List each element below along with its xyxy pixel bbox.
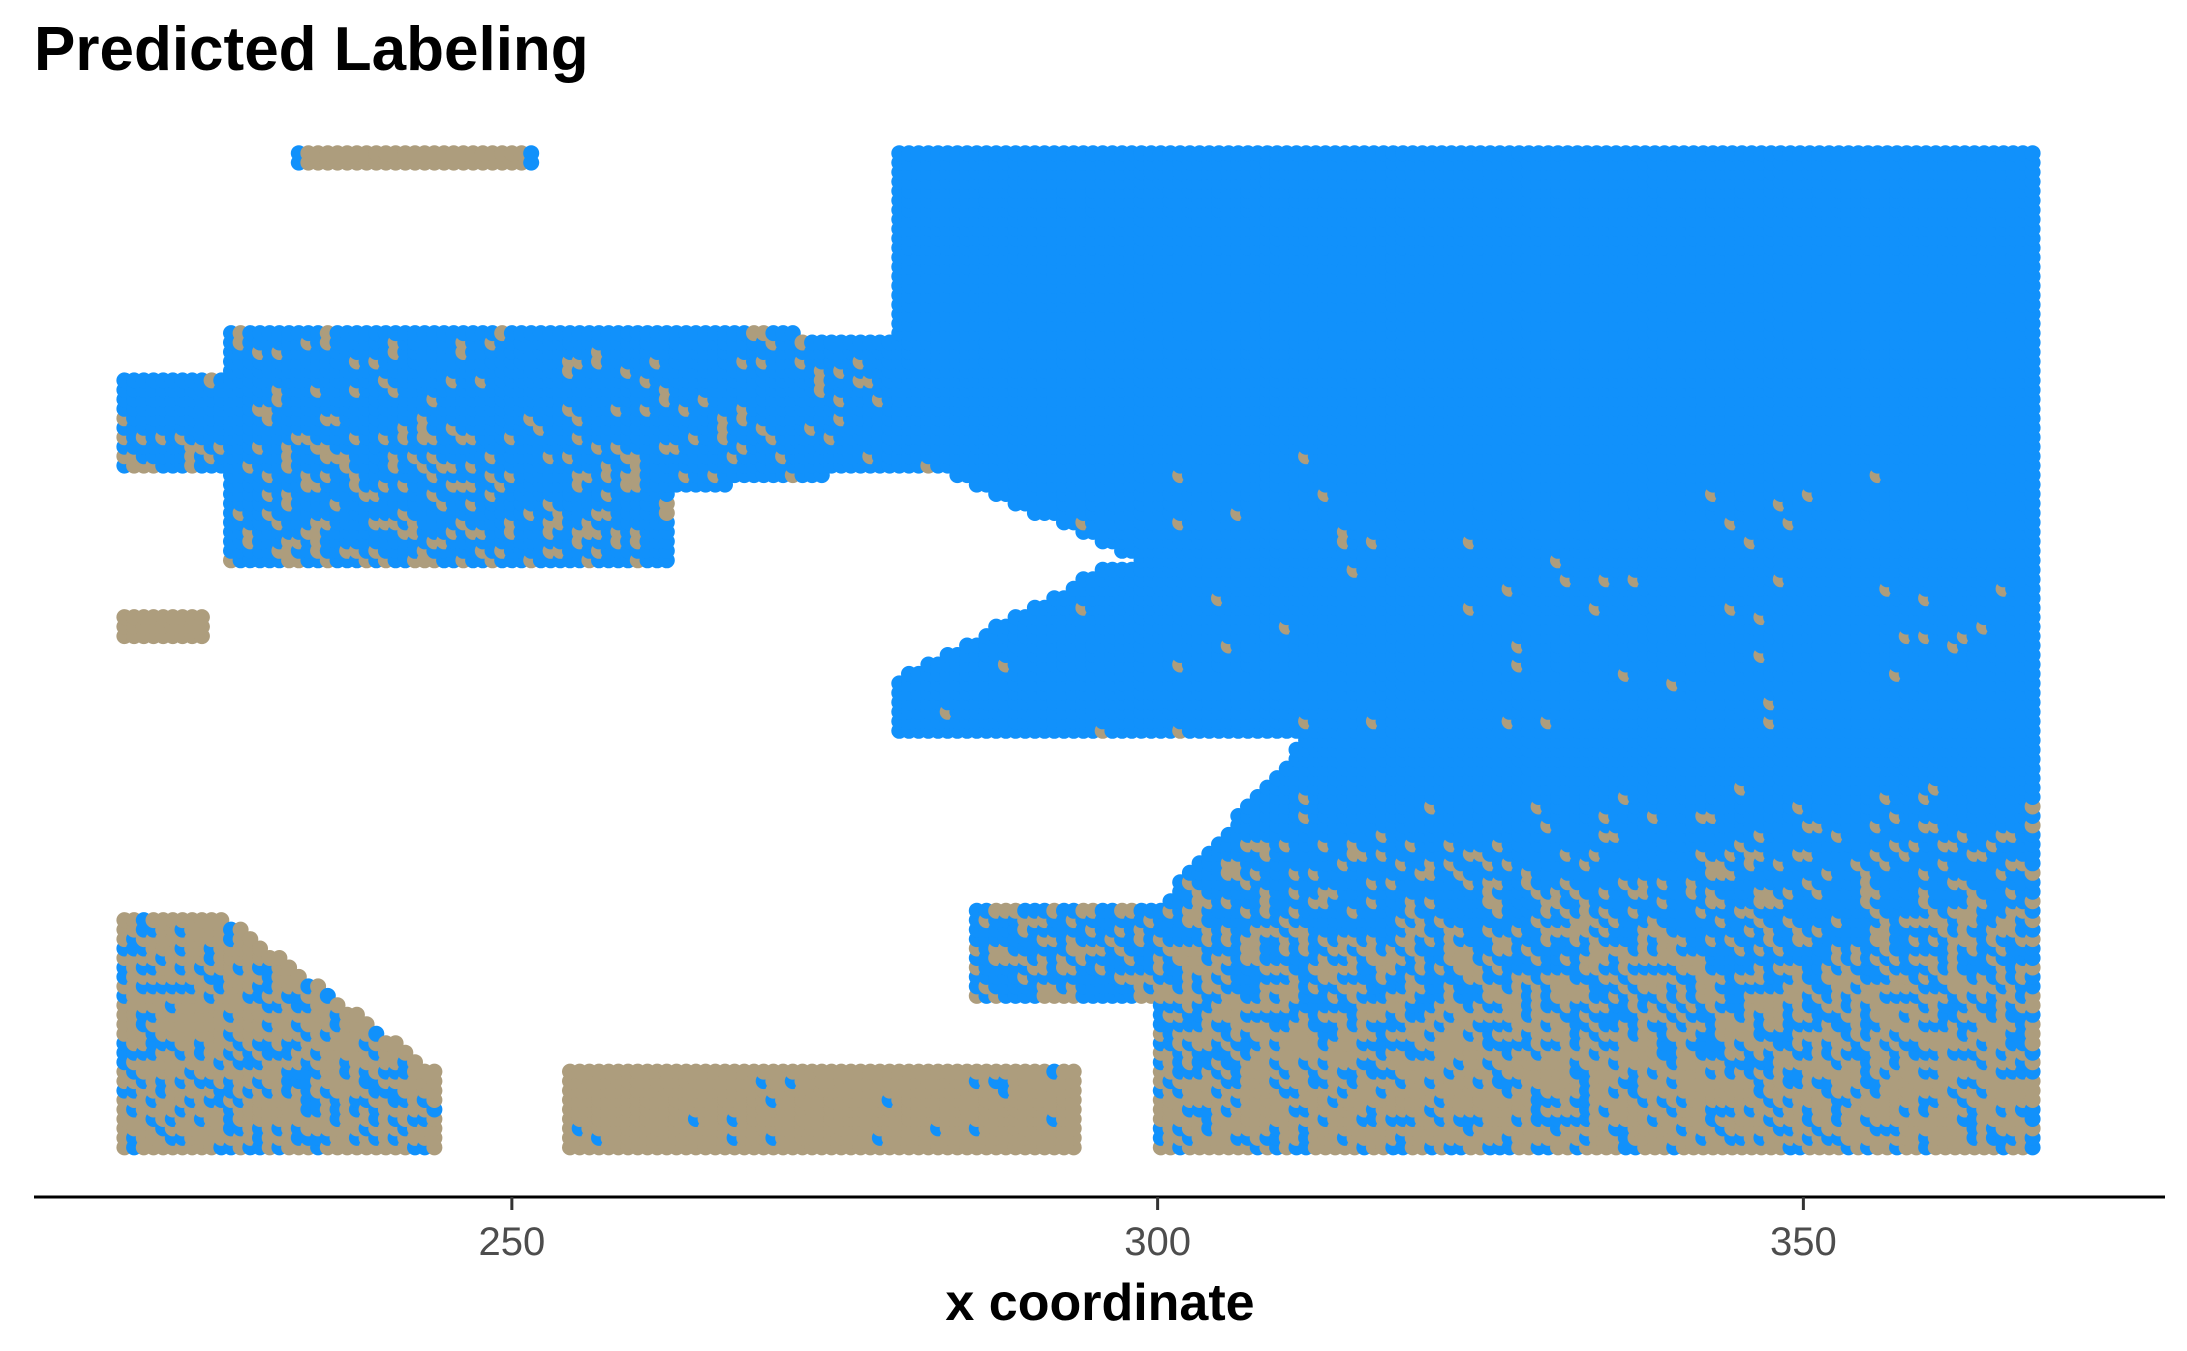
points-layer: [116, 145, 2041, 1156]
chart-title: Predicted Labeling: [34, 15, 589, 84]
data-point: [193, 609, 210, 626]
data-point: [523, 145, 540, 162]
data-point: [426, 1063, 443, 1080]
data-point: [1065, 1063, 1082, 1080]
